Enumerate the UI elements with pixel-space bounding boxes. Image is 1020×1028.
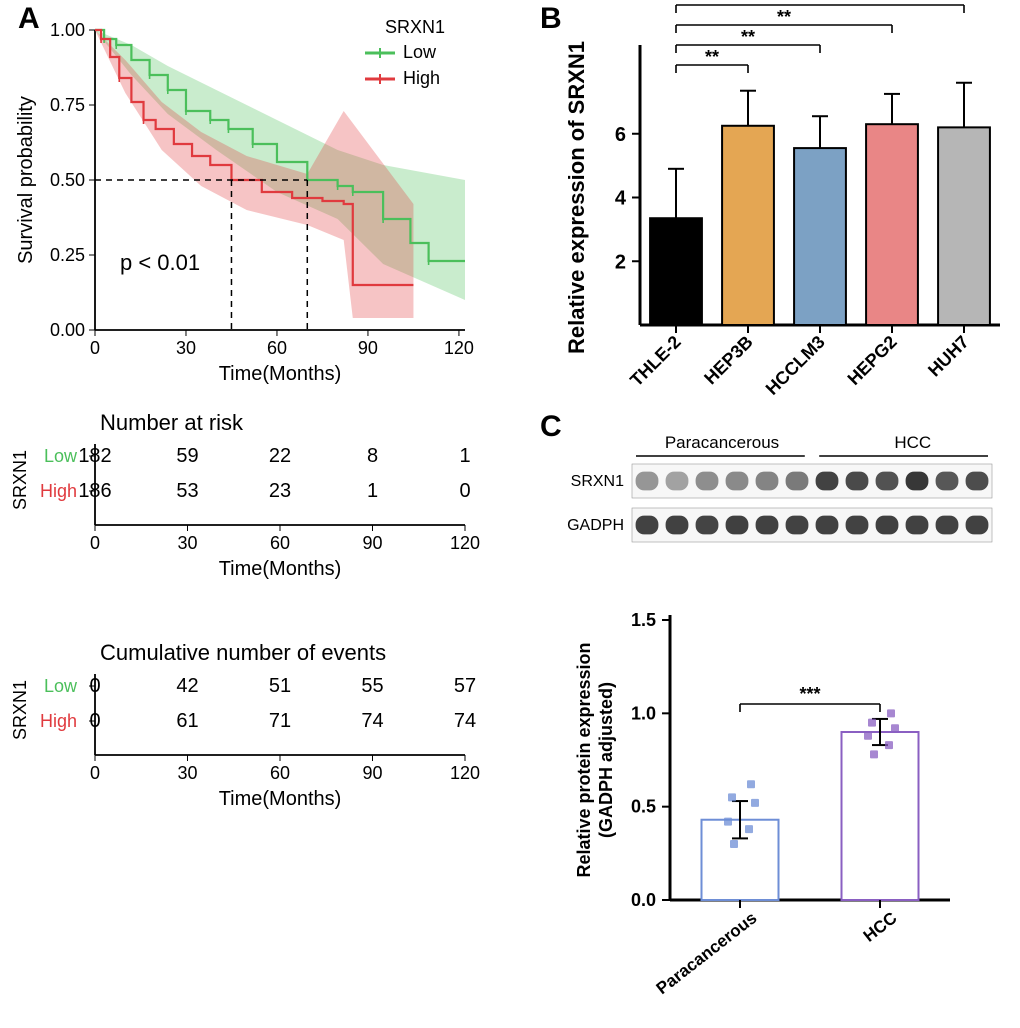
- svg-text:HUH7: HUH7: [924, 332, 973, 381]
- svg-text:SRXN1: SRXN1: [385, 17, 445, 37]
- svg-text:Paracancerous: Paracancerous: [665, 433, 779, 452]
- svg-text:GADPH: GADPH: [567, 517, 624, 534]
- svg-text:Cumulative number of events: Cumulative number of events: [100, 640, 386, 665]
- svg-text:74: 74: [454, 710, 476, 732]
- svg-text:Time(Months): Time(Months): [219, 788, 342, 810]
- svg-text:90: 90: [358, 338, 378, 358]
- svg-text:1: 1: [459, 445, 470, 467]
- svg-text:HCC: HCC: [860, 908, 901, 946]
- svg-text:60: 60: [270, 763, 290, 783]
- svg-text:Relative expression of SRXN1: Relative expression of SRXN1: [564, 41, 589, 354]
- svg-text:0: 0: [459, 480, 470, 502]
- svg-text:60: 60: [267, 338, 287, 358]
- svg-text:SRXN1: SRXN1: [10, 450, 30, 510]
- svg-text:30: 30: [177, 533, 197, 553]
- svg-text:High: High: [403, 68, 440, 88]
- svg-text:30: 30: [177, 763, 197, 783]
- svg-text:23: 23: [269, 480, 291, 502]
- svg-text:High: High: [40, 481, 77, 501]
- svg-text:74: 74: [361, 710, 383, 732]
- svg-text:42: 42: [176, 675, 198, 697]
- svg-text:61: 61: [176, 710, 198, 732]
- svg-text:Paracancerous: Paracancerous: [653, 908, 761, 998]
- svg-text:Relative protein expression: Relative protein expression: [574, 642, 594, 877]
- svg-text:30: 30: [176, 338, 196, 358]
- western-blot: Paracancerous HCC SRXN1 GADPH: [560, 430, 1010, 580]
- svg-text:p < 0.01: p < 0.01: [120, 250, 200, 275]
- svg-text:Low: Low: [403, 42, 437, 62]
- svg-text:0: 0: [90, 338, 100, 358]
- svg-text:90: 90: [362, 763, 382, 783]
- svg-text:Low: Low: [44, 446, 78, 466]
- svg-text:59: 59: [176, 445, 198, 467]
- svg-text:0: 0: [90, 763, 100, 783]
- svg-text:120: 120: [450, 533, 480, 553]
- svg-text:0.50: 0.50: [50, 170, 85, 190]
- svg-text:**: **: [813, 0, 827, 7]
- panel-label-b: B: [540, 2, 562, 36]
- svg-text:2: 2: [615, 251, 626, 273]
- panel-label-c: C: [540, 410, 562, 444]
- svg-text:HEP3B: HEP3B: [700, 332, 757, 389]
- svg-text:57: 57: [454, 675, 476, 697]
- svg-text:HCCLM3: HCCLM3: [762, 332, 829, 399]
- svg-text:1.00: 1.00: [50, 20, 85, 40]
- svg-text:1.0: 1.0: [631, 703, 656, 723]
- svg-text:0: 0: [90, 533, 100, 553]
- svg-text:Survival probability: Survival probability: [15, 96, 37, 264]
- kaplan-meier-plot: 0 30 60 90 120 0.00 0.25 0.50 0.75 1.00 Time(Month…: [10, 0, 510, 400]
- expression-bar-chart: 2 4 6 Relative expression of SRXN1 THLE-2 HEP…: [560, 0, 1020, 430]
- svg-text:THLE-2: THLE-2: [626, 332, 685, 391]
- svg-text:0.75: 0.75: [50, 95, 85, 115]
- svg-text:55: 55: [361, 675, 383, 697]
- svg-text:4: 4: [615, 188, 627, 210]
- svg-text:Number at risk: Number at risk: [100, 410, 244, 435]
- svg-text:1.5: 1.5: [631, 610, 656, 630]
- svg-text:**: **: [741, 27, 755, 47]
- svg-text:HCC: HCC: [894, 433, 931, 452]
- svg-text:60: 60: [270, 533, 290, 553]
- svg-text:SRXN1: SRXN1: [10, 680, 30, 740]
- number-at-risk-table: Number at riskSRXN1Low182592281High18653…: [10, 410, 510, 620]
- svg-text:1: 1: [367, 480, 378, 502]
- svg-text:***: ***: [799, 684, 820, 704]
- svg-text:**: **: [705, 47, 719, 67]
- svg-text:90: 90: [362, 533, 382, 553]
- svg-text:0.5: 0.5: [631, 797, 656, 817]
- svg-text:22: 22: [269, 445, 291, 467]
- svg-text:8: 8: [367, 445, 378, 467]
- svg-text:6: 6: [615, 124, 626, 146]
- svg-text:HEPG2: HEPG2: [844, 332, 901, 389]
- svg-text:Low: Low: [44, 676, 78, 696]
- svg-text:120: 120: [444, 338, 474, 358]
- svg-text:**: **: [777, 7, 791, 27]
- svg-text:(GADPH adjusted): (GADPH adjusted): [596, 682, 616, 838]
- svg-text:Time(Months): Time(Months): [219, 558, 342, 580]
- svg-text:120: 120: [450, 763, 480, 783]
- svg-text:0.25: 0.25: [50, 245, 85, 265]
- svg-text:0.00: 0.00: [50, 320, 85, 340]
- svg-text:SRXN1: SRXN1: [571, 473, 624, 490]
- svg-text:0.0: 0.0: [631, 890, 656, 910]
- svg-text:71: 71: [269, 710, 291, 732]
- svg-text:51: 51: [269, 675, 291, 697]
- svg-text:Time(Months): Time(Months): [219, 363, 342, 385]
- svg-text:High: High: [40, 711, 77, 731]
- figure-root: A B C 03060901200.000.250.500.751.00Time…: [0, 0, 1020, 1028]
- cumulative-events-table: Cumulative number of events SRXN1 Low 0 42 51…: [10, 640, 510, 850]
- svg-text:53: 53: [176, 480, 198, 502]
- protein-expression-bar-chart: 0.0 0.5 1.0 1.5 Relative protein expression(…: [560, 590, 1010, 1020]
